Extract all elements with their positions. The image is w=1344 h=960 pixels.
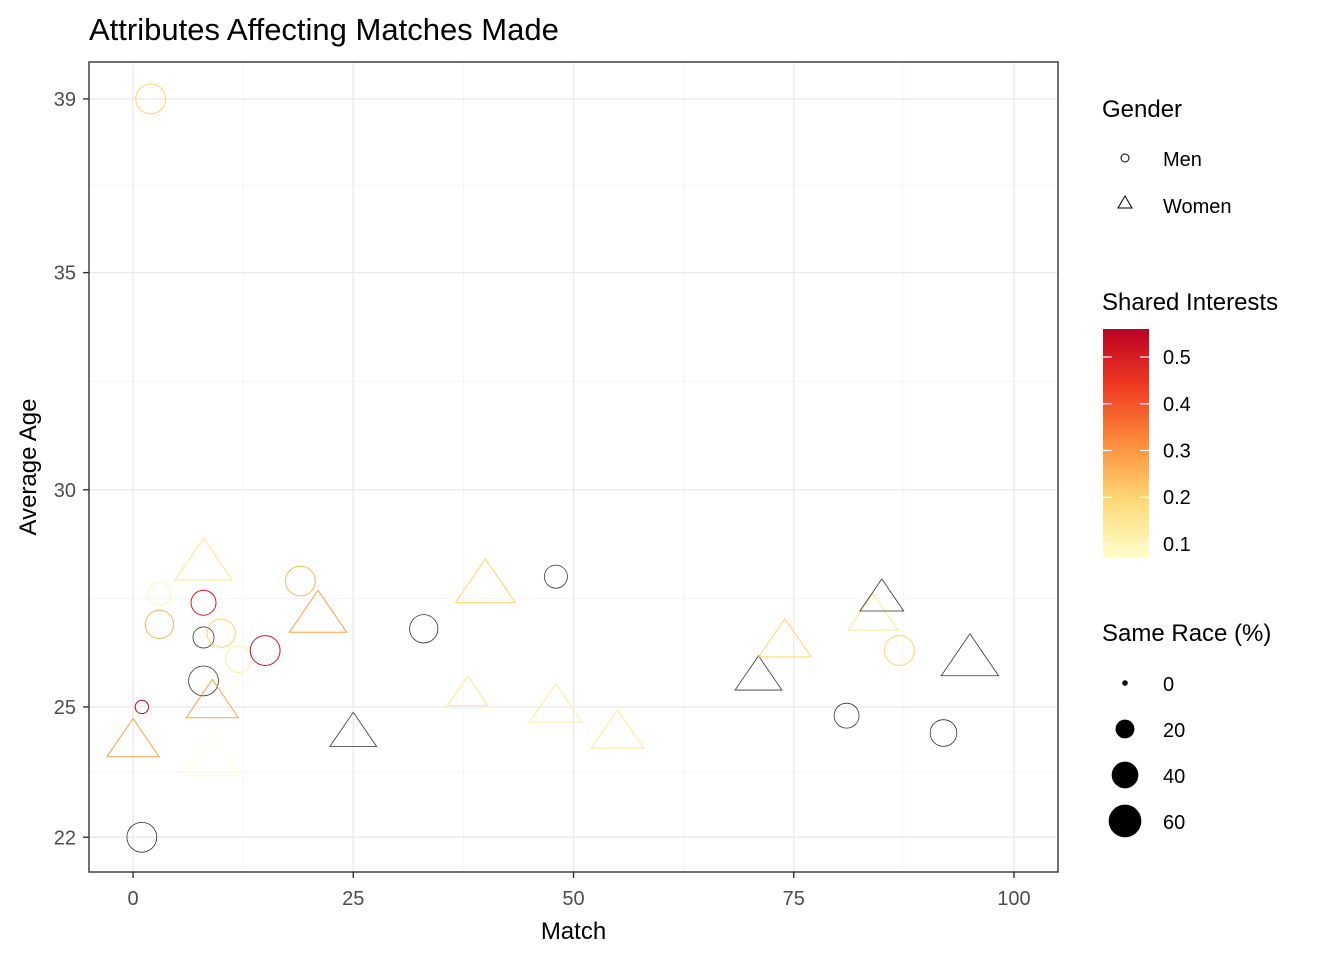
data-point-men (409, 614, 439, 644)
y-tick-label: 22 (54, 827, 76, 849)
data-point-men (144, 609, 175, 640)
y-tick-label: 30 (54, 480, 76, 502)
data-point-women (185, 678, 240, 719)
legend-size-label: 20 (1163, 720, 1185, 742)
data-point-men (134, 699, 150, 715)
chart-title: Attributes Affecting Matches Made (89, 12, 559, 47)
y-tick-label: 25 (54, 697, 76, 719)
data-point-men (929, 719, 958, 747)
data-point-women (173, 537, 234, 581)
x-tick-label: 100 (997, 888, 1030, 910)
colorbar-tick-label: 0.2 (1163, 487, 1191, 509)
legend-size-keys: 0 20 40 60 (1108, 674, 1185, 838)
data-point-women (757, 617, 813, 658)
x-tick-label: 25 (342, 888, 364, 910)
y-tick-label: 39 (54, 89, 76, 111)
legend-key-triangle-icon (1117, 195, 1133, 209)
data-point-men (147, 581, 172, 607)
data-point-women (847, 592, 899, 631)
x-axis: 0 25 50 75 100 (127, 872, 1031, 910)
data-point-men (249, 635, 281, 666)
data-point-women (940, 633, 1000, 677)
colorbar (1103, 329, 1149, 558)
data-point-men (188, 665, 219, 697)
x-tick-label: 0 (127, 888, 138, 910)
colorbar-ticks: 0.1 0.2 0.3 0.4 0.5 (1103, 347, 1191, 556)
colorbar-tick-label: 0.4 (1163, 394, 1191, 416)
legend-size-dot (1115, 719, 1135, 739)
x-axis-title: Match (541, 918, 606, 945)
y-axis-title: Average Age (15, 398, 42, 535)
data-point-men (135, 83, 167, 115)
data-point-women (454, 558, 517, 604)
legend-label-men: Men (1163, 149, 1202, 171)
legend-title-same-race: Same Race (%) (1102, 620, 1271, 647)
legend-size-label: 40 (1163, 766, 1185, 788)
legend-size-dot (1122, 680, 1128, 686)
x-tick-label: 50 (562, 888, 584, 910)
data-point-women (590, 708, 645, 749)
data-point-men (543, 564, 568, 589)
data-point-men (190, 589, 217, 616)
data-point-men (285, 565, 316, 597)
legend-title-gender: Gender (1102, 96, 1182, 123)
data-point-men (126, 821, 158, 853)
y-tick-label: 35 (54, 263, 76, 285)
data-point-women (182, 732, 242, 777)
data-point-women (329, 711, 378, 747)
legend-size-label: 0 (1163, 674, 1174, 696)
legend-gender-keys: Men Women (1117, 149, 1232, 218)
legend-size-dot (1108, 804, 1142, 838)
legend-key-circle-icon (1120, 153, 1130, 163)
legend-label-women: Women (1163, 196, 1232, 218)
data-point-men (884, 635, 915, 666)
colorbar-tick-label: 0.1 (1163, 534, 1191, 556)
data-point-men (224, 645, 253, 674)
data-marks (105, 83, 1000, 853)
data-point-women (446, 675, 490, 707)
colorbar-tick-label: 0.3 (1163, 441, 1191, 463)
data-point-women (528, 682, 583, 723)
data-point-women (105, 717, 161, 758)
data-point-men (206, 618, 236, 648)
colorbar-tick-label: 0.5 (1163, 347, 1191, 369)
x-tick-label: 75 (783, 888, 805, 910)
data-point-men (192, 626, 215, 649)
legend-title-shared-interests: Shared Interests (1102, 289, 1278, 316)
data-point-women (288, 589, 348, 633)
legend-size-dot (1111, 761, 1139, 789)
data-point-men (833, 702, 860, 729)
y-axis: 22 25 30 35 39 (54, 89, 89, 849)
legend-size-label: 60 (1163, 812, 1185, 834)
grid-lines (89, 62, 1058, 872)
data-point-women (734, 655, 783, 691)
data-point-women (859, 578, 905, 612)
